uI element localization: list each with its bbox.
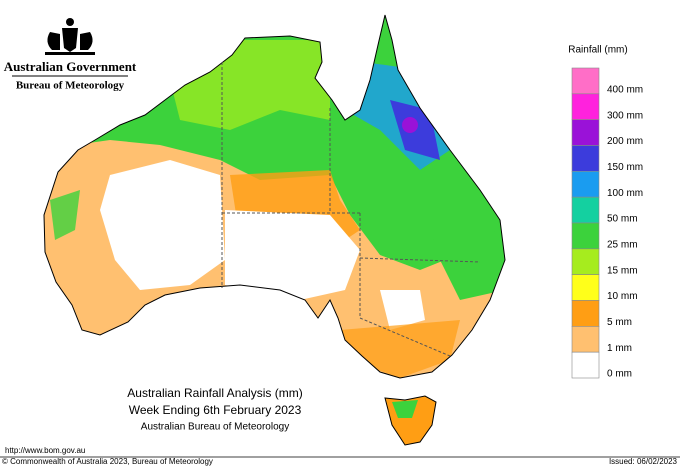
map-subtitle: Week Ending 6th February 2023: [129, 403, 302, 417]
legend-swatch: [571, 171, 600, 198]
legend-swatch: [571, 119, 600, 146]
legend-label: 150 mm: [607, 162, 643, 173]
footer-copyright: © Commonwealth of Australia 2023, Bureau…: [2, 457, 213, 466]
rainfall-map: [43, 14, 506, 446]
coat-of-arms: [45, 18, 95, 55]
legend-swatch: [571, 326, 600, 353]
legend: 400 mm 300 mm 200 mm 150 mm 100 mm 50 mm 25 mm…: [571, 67, 643, 380]
legend-title: Rainfall (mm): [568, 45, 627, 56]
legend-swatch: [571, 67, 600, 95]
legend-label: 10 mm: [607, 291, 638, 302]
footer-url: http://www.bom.gov.au: [5, 446, 85, 455]
legend-swatch: [571, 145, 600, 172]
legend-label: 100 mm: [607, 188, 643, 199]
legend-swatch: [571, 93, 600, 120]
header-agency: Bureau of Meteorology: [16, 80, 125, 92]
footer-issued: Issued: 06/02/2023: [609, 457, 678, 466]
legend-label: 300 mm: [607, 110, 643, 121]
legend-label: 15 mm: [607, 265, 638, 276]
legend-swatch: [571, 274, 600, 301]
map-source: Australian Bureau of Meteorology: [141, 422, 289, 433]
legend-label: 200 mm: [607, 136, 643, 147]
legend-swatch: [571, 248, 600, 275]
legend-label: 400 mm: [607, 84, 643, 95]
legend-label: 50 mm: [607, 214, 638, 225]
legend-label: 25 mm: [607, 239, 638, 250]
header-government: Australian Government: [4, 59, 137, 74]
legend-label: 1 mm: [607, 343, 632, 354]
legend-label: 0 mm: [607, 369, 632, 380]
legend-swatch: [571, 300, 600, 327]
legend-swatch: [571, 222, 600, 250]
map-title: Australian Rainfall Analysis (mm): [127, 386, 302, 400]
legend-swatch: [571, 196, 600, 224]
legend-swatch: [571, 351, 600, 379]
legend-label: 5 mm: [607, 317, 632, 328]
